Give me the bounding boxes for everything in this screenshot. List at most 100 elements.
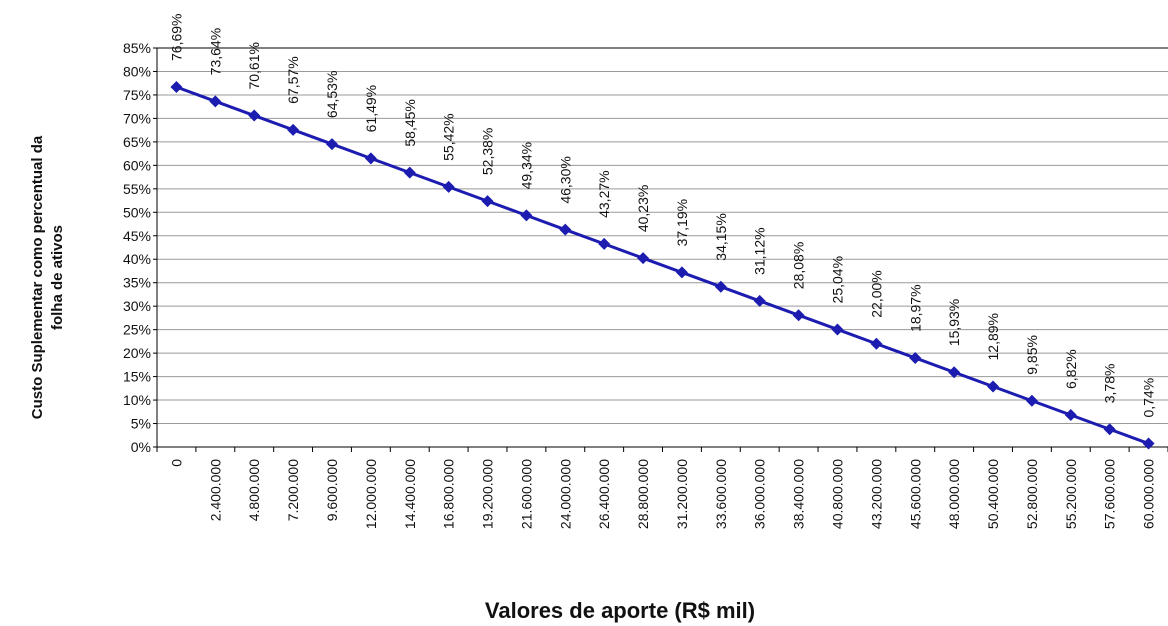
x-tick-label: 50.400.000 — [985, 459, 1001, 529]
data-point — [948, 366, 961, 379]
data-point — [909, 351, 922, 364]
data-label: 73,64% — [207, 28, 223, 75]
data-point — [714, 280, 727, 293]
x-tick-label: 55.200.000 — [1063, 459, 1079, 529]
data-point — [559, 223, 572, 236]
x-tick-label: 48.000.000 — [946, 459, 962, 529]
y-tick-label: 60% — [123, 157, 151, 173]
x-tick-label: 31.200.000 — [674, 459, 690, 529]
data-point — [403, 166, 416, 179]
data-point — [1103, 423, 1116, 436]
data-point — [598, 237, 611, 250]
y-tick-label: 30% — [123, 298, 151, 314]
data-point — [248, 109, 261, 122]
data-label: 15,93% — [946, 299, 962, 346]
data-label: 67,57% — [285, 56, 301, 103]
data-label: 76,69% — [168, 14, 184, 61]
y-tick-label: 35% — [123, 275, 151, 291]
x-tick-label: 57.600.000 — [1102, 459, 1118, 529]
y-tick-label: 85% — [123, 40, 151, 56]
data-point — [675, 266, 688, 279]
data-label: 37,19% — [674, 199, 690, 246]
data-point — [364, 152, 377, 165]
y-tick-label: 40% — [123, 251, 151, 267]
x-tick-label: 9.600.000 — [324, 459, 340, 521]
data-point — [325, 138, 338, 151]
x-tick-label: 28.800.000 — [635, 459, 651, 529]
data-label: 6,82% — [1063, 349, 1079, 389]
x-tick-label: 52.800.000 — [1024, 459, 1040, 529]
data-line — [175, 85, 1150, 445]
data-point — [520, 209, 533, 222]
data-point — [170, 81, 183, 94]
x-tick-label: 4.800.000 — [246, 459, 262, 521]
data-point — [1025, 394, 1038, 407]
data-point — [753, 294, 766, 307]
x-tick-label: 21.600.000 — [518, 459, 534, 529]
data-label: 46,30% — [557, 156, 573, 203]
data-label: 18,97% — [907, 284, 923, 331]
data-label: 43,27% — [596, 170, 612, 217]
x-axis-title: Valores de aporte (R$ mil) — [485, 598, 755, 623]
x-tick-label: 36.000.000 — [752, 459, 768, 529]
x-tick-label: 2.400.000 — [207, 459, 223, 521]
data-point — [287, 123, 300, 136]
y-tick-label: 25% — [123, 322, 151, 338]
y-tick-label: 50% — [123, 204, 151, 220]
data-label: 0,74% — [1141, 378, 1157, 418]
y-tick-label: 80% — [123, 63, 151, 79]
x-tick-label: 0 — [168, 459, 184, 467]
data-label: 25,04% — [829, 256, 845, 303]
y-tick-label: 75% — [123, 87, 151, 103]
y-tick-label: 55% — [123, 181, 151, 197]
data-point — [987, 380, 1000, 393]
data-point — [870, 337, 883, 350]
y-tick-label: 0% — [131, 439, 151, 455]
x-tick-label: 19.200.000 — [480, 459, 496, 529]
data-label: 12,89% — [985, 313, 1001, 360]
y-tick-label: 20% — [123, 345, 151, 361]
data-point — [442, 180, 455, 193]
x-tick-label: 38.400.000 — [791, 459, 807, 529]
data-label: 22,00% — [868, 270, 884, 317]
data-point — [1142, 437, 1155, 450]
data-label: 58,45% — [402, 99, 418, 146]
x-tick-label: 26.400.000 — [596, 459, 612, 529]
x-tick-label: 14.400.000 — [402, 459, 418, 529]
data-label: 3,78% — [1102, 364, 1118, 404]
data-label: 31,12% — [752, 227, 768, 274]
y-tick-label: 15% — [123, 369, 151, 385]
x-tick-label: 16.800.000 — [441, 459, 457, 529]
data-label: 55,42% — [441, 113, 457, 160]
data-label: 64,53% — [324, 71, 340, 118]
data-label: 40,23% — [635, 185, 651, 232]
y-tick-label: 45% — [123, 228, 151, 244]
data-point — [481, 195, 494, 208]
x-tick-label: 24.000.000 — [557, 459, 573, 529]
data-point — [831, 323, 844, 336]
x-tick-label: 7.200.000 — [285, 459, 301, 521]
data-label: 34,15% — [713, 213, 729, 260]
y-axis-title: folha de ativos — [49, 225, 66, 330]
data-label: 9,85% — [1024, 335, 1040, 375]
x-tick-label: 60.000.000 — [1141, 459, 1157, 529]
y-tick-label: 10% — [123, 392, 151, 408]
data-point — [1064, 408, 1077, 421]
y-tick-label: 65% — [123, 134, 151, 150]
data-point — [792, 309, 805, 322]
data-label: 49,34% — [518, 142, 534, 189]
y-tick-label: 5% — [131, 416, 151, 432]
x-tick-label: 40.800.000 — [829, 459, 845, 529]
y-tick-label: 70% — [123, 110, 151, 126]
x-tick-label: 43.200.000 — [868, 459, 884, 529]
data-point — [637, 252, 650, 265]
data-label: 52,38% — [480, 128, 496, 175]
data-point — [209, 95, 222, 108]
data-label: 70,61% — [246, 42, 262, 89]
data-label: 28,08% — [791, 242, 807, 289]
x-tick-label: 45.600.000 — [907, 459, 923, 529]
data-label: 61,49% — [363, 85, 379, 132]
x-tick-label: 33.600.000 — [713, 459, 729, 529]
x-tick-label: 12.000.000 — [363, 459, 379, 529]
